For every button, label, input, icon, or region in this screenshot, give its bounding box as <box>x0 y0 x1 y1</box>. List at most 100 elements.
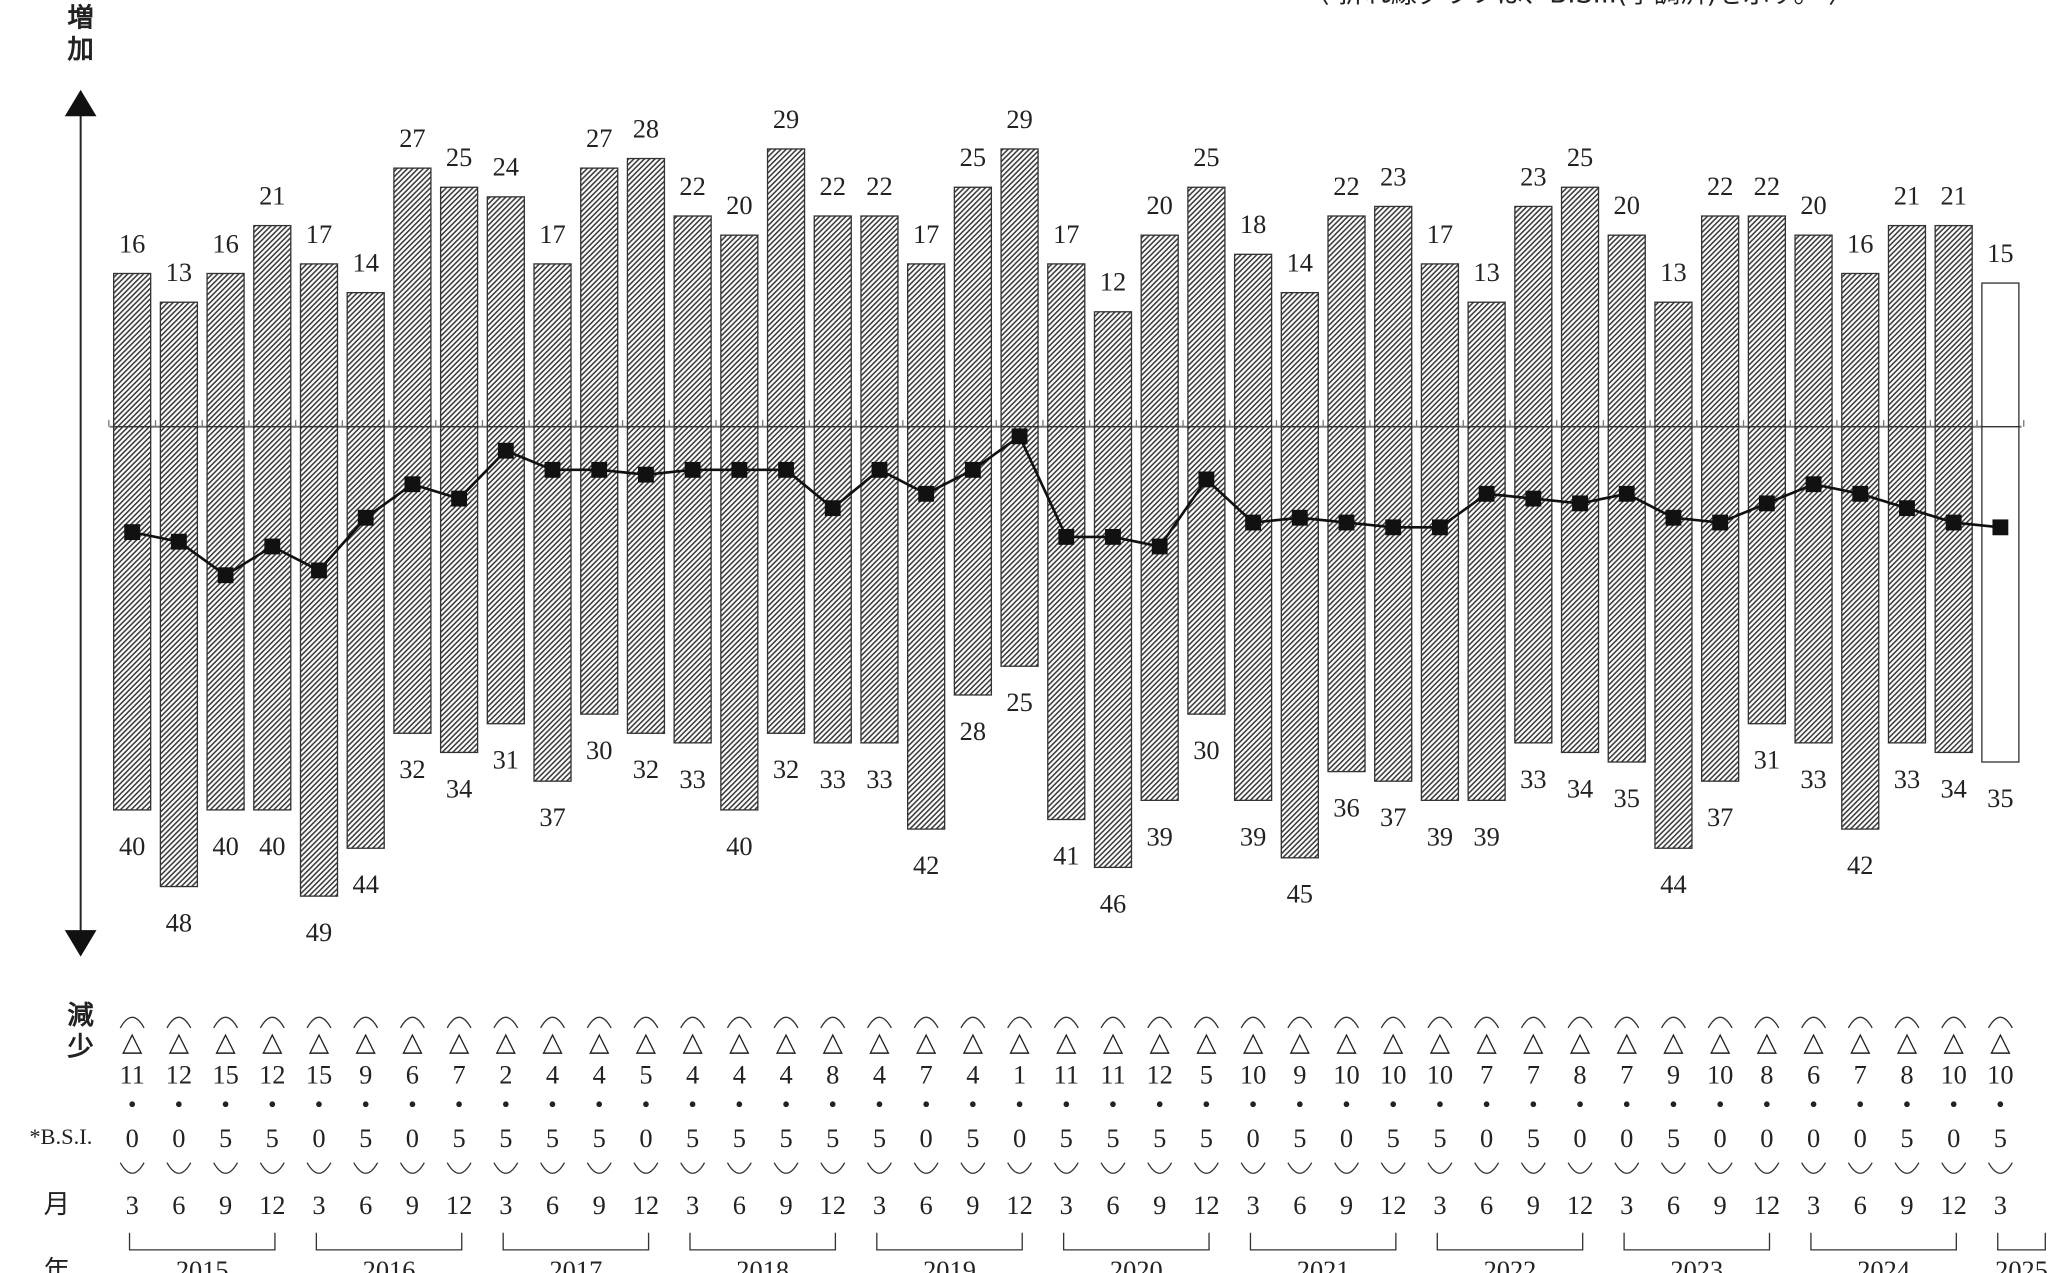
paren-top <box>586 1016 612 1029</box>
bsi-point <box>871 461 888 478</box>
year-label: 2021 <box>1297 1255 1350 1273</box>
bsi-value-label: △ 10 ・ 0 <box>1333 1026 1359 1152</box>
decrease-value-label: 40 <box>259 831 285 861</box>
paren-bottom <box>680 1162 706 1174</box>
decrease-value-label: 44 <box>1660 869 1686 899</box>
decrease-bar <box>720 426 759 811</box>
decrease-bar <box>1747 426 1787 725</box>
increase-bar <box>1233 253 1273 428</box>
year-label: 2018 <box>736 1255 789 1273</box>
decrease-value-label: 35 <box>1987 783 2013 813</box>
bsi-value-label: △ 6 ・ 0 <box>399 1026 425 1152</box>
month-label: 9 <box>1340 1190 1353 1220</box>
bsi-value-label: △ 7 ・ 0 <box>913 1026 939 1152</box>
bsi-value-label: △ 6 ・ 0 <box>1800 1026 1826 1152</box>
increase-value-label: 14 <box>1287 248 1313 278</box>
increase-bar <box>346 291 385 428</box>
month-label: 12 <box>1380 1190 1406 1220</box>
paren-bottom <box>960 1162 986 1174</box>
decrease-bar <box>1327 426 1366 773</box>
paren-top <box>259 1016 285 1029</box>
paren-top <box>1240 1016 1266 1029</box>
increase-bar <box>1841 272 1880 428</box>
increase-bar <box>299 263 339 428</box>
decrease-value-label: 44 <box>352 869 378 899</box>
paren-bottom <box>1474 1162 1500 1174</box>
increase-value-label: 20 <box>1146 190 1172 220</box>
paren-top <box>1474 1016 1500 1029</box>
year-label: 2015 <box>176 1255 229 1273</box>
decrease-bar <box>299 426 339 897</box>
month-label: 9 <box>406 1190 419 1220</box>
paren-top <box>166 1016 192 1029</box>
month-label: 12 <box>1193 1190 1219 1220</box>
paren-bottom <box>1660 1162 1686 1174</box>
increase-value-label: 17 <box>913 219 939 249</box>
month-label: 9 <box>779 1190 792 1220</box>
increase-value-label: 25 <box>446 142 472 172</box>
month-label: 9 <box>1153 1190 1166 1220</box>
increase-value-label: 28 <box>633 113 659 143</box>
bsi-value-label: △ 12 ・ 0 <box>166 1026 192 1152</box>
bsi-value-label: △ 7 ・ 0 <box>1614 1026 1640 1152</box>
paren-bottom <box>446 1162 472 1174</box>
decrease-bar <box>393 426 432 734</box>
paren-bottom <box>1193 1162 1219 1174</box>
bsi-point <box>1198 471 1215 488</box>
bsi-point <box>1385 519 1402 536</box>
bsi-value-label: △ 1 ・ 0 <box>1006 1026 1032 1152</box>
bsi-point <box>1945 514 1962 531</box>
month-label: 3 <box>1620 1190 1633 1220</box>
decrease-value-label: 30 <box>1193 735 1219 765</box>
decrease-bar <box>1374 426 1413 782</box>
increase-bar <box>720 234 759 428</box>
bsi-point <box>778 461 794 478</box>
paren-top <box>1754 1016 1780 1029</box>
increase-bar <box>1934 224 1973 428</box>
bsi-value-label: △ 15 ・ 0 <box>306 1026 332 1152</box>
paren-top <box>1053 1016 1079 1029</box>
paren-bottom <box>1707 1162 1733 1174</box>
bsi-point <box>357 509 374 526</box>
paren-top <box>353 1016 379 1029</box>
increase-bar <box>439 186 479 428</box>
increase-value-label: 29 <box>1006 104 1032 134</box>
bsi-point <box>1992 519 2009 536</box>
increase-bar <box>1560 186 1600 428</box>
month-label: 6 <box>359 1190 372 1220</box>
decrease-bar <box>1467 426 1506 801</box>
month-label: 3 <box>126 1190 139 1220</box>
increase-value-label: 27 <box>586 123 612 153</box>
paren-top <box>1193 1016 1219 1029</box>
increase-value-label: 16 <box>1847 228 1873 258</box>
increase-bar <box>159 301 199 428</box>
paren-bottom <box>353 1162 379 1174</box>
month-label: 3 <box>686 1190 699 1220</box>
paren-bottom <box>1754 1162 1780 1174</box>
month-label: 3 <box>873 1190 886 1220</box>
paren-bottom <box>1053 1162 1079 1174</box>
increase-value-label: 21 <box>1940 180 1966 210</box>
bsi-point <box>638 466 654 483</box>
decrease-bar <box>1420 426 1460 801</box>
paren-top <box>633 1016 659 1029</box>
bsi-value-label: △ 2 ・ 5 <box>493 1026 519 1152</box>
paren-top <box>446 1016 472 1029</box>
paren-top <box>1287 1016 1313 1029</box>
bsi-point <box>1291 509 1308 526</box>
increase-bar <box>206 272 245 428</box>
increase-bar <box>1280 291 1319 428</box>
increase-bar <box>907 263 946 428</box>
decrease-value-label: 39 <box>1146 821 1172 851</box>
increase-bar <box>393 167 432 428</box>
increase-value-label: 17 <box>1053 219 1079 249</box>
paren-bottom <box>1287 1162 1313 1174</box>
increase-value-label: 22 <box>1754 171 1780 201</box>
bsi-value-label: △ 11 ・ 5 <box>1100 1026 1126 1152</box>
month-label: 3 <box>1060 1190 1073 1220</box>
bsi-value-label: △ 7 ・ 5 <box>446 1026 472 1152</box>
month-label: 9 <box>219 1190 232 1220</box>
decrease-value-label: 33 <box>866 764 892 794</box>
month-label: 12 <box>446 1190 472 1220</box>
